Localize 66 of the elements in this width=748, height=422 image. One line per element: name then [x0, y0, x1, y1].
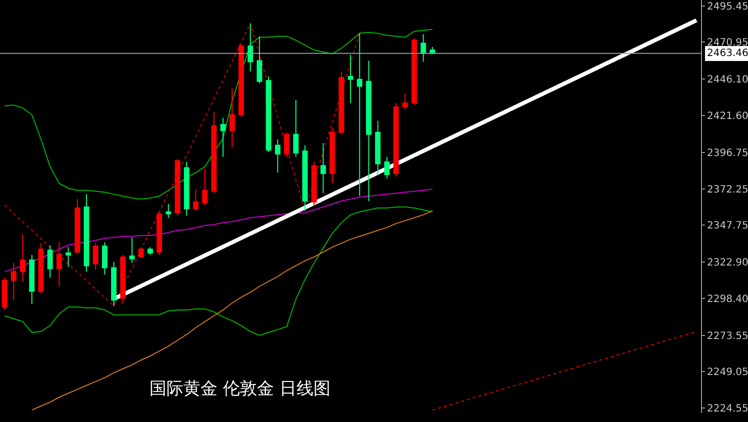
candlestick — [393, 102, 399, 178]
candlestick — [202, 168, 208, 206]
candlestick — [356, 32, 362, 197]
line-series — [31, 210, 433, 411]
line-series — [4, 188, 433, 272]
candlestick — [120, 254, 126, 305]
candlestick — [302, 144, 308, 212]
candlestick — [138, 246, 144, 258]
candlestick — [84, 194, 90, 272]
candlestick — [10, 262, 16, 301]
candlestick — [74, 198, 80, 255]
candlestick — [29, 254, 35, 305]
line-series — [4, 28, 433, 200]
y-tick-label: 2372.25 — [707, 184, 748, 196]
candlestick — [56, 242, 62, 287]
candlestick — [20, 234, 26, 282]
candlestick — [38, 242, 44, 294]
candlestick — [402, 92, 408, 110]
candlestick — [129, 236, 135, 264]
candlestick — [2, 277, 8, 310]
y-tick-label: 2298.40 — [707, 294, 748, 305]
candlestick — [66, 246, 72, 268]
candlestick — [147, 246, 153, 256]
candlestick — [338, 71, 344, 135]
line-series — [4, 22, 360, 306]
candlestick — [384, 156, 390, 179]
candlestick — [256, 36, 262, 84]
candlestick — [248, 22, 254, 72]
candlestick — [375, 120, 381, 176]
candlestick — [220, 117, 226, 158]
candlestick — [420, 34, 426, 62]
candlestick — [193, 188, 198, 212]
candlestick — [111, 261, 117, 306]
candlestick — [166, 203, 172, 218]
candlestick — [274, 138, 280, 174]
y-tick-label: 2322.90 — [707, 258, 748, 269]
y-tick-label: 2396.75 — [707, 148, 748, 159]
candlestick — [412, 38, 417, 106]
candlestick — [311, 161, 317, 206]
candlestick — [229, 88, 235, 148]
candlestick — [284, 132, 290, 158]
candlestick — [330, 127, 336, 184]
y-tick-label: 2249.05 — [707, 367, 748, 378]
candlestick — [238, 44, 244, 118]
y-tick-label: 2421.60 — [707, 111, 748, 122]
candlestick — [102, 242, 108, 276]
y-tick-label: 2495.45 — [707, 1, 748, 12]
y-tick-label: 2446.10 — [707, 74, 748, 86]
candlestick — [174, 158, 180, 216]
y-tick-label: 2273.55 — [707, 330, 748, 342]
candlestick — [92, 242, 98, 270]
candlestick — [366, 60, 372, 202]
candlestick — [320, 142, 326, 194]
candlestick — [47, 244, 53, 278]
candlestick — [156, 211, 162, 256]
candlestick — [266, 76, 272, 153]
candlestick — [184, 161, 190, 216]
y-tick-label: 2470.95 — [707, 38, 748, 49]
y-tick-label: 2224.55 — [707, 404, 748, 415]
text: 国际黄金 伦敦金 日线图 — [150, 379, 330, 400]
candlestick — [348, 54, 354, 104]
ref-line-label: 2463.46 — [707, 48, 748, 59]
candlestick — [293, 100, 299, 158]
candlestick — [211, 111, 217, 194]
y-tick-label: 2347.75 — [707, 220, 748, 232]
line-series — [4, 206, 433, 336]
